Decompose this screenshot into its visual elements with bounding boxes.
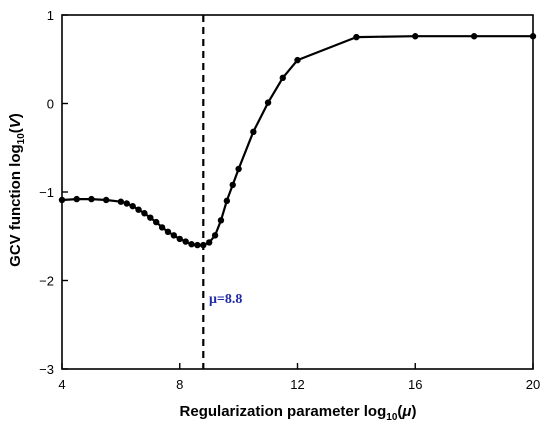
y-tick-label: 1: [47, 8, 54, 23]
data-point: [123, 200, 130, 207]
data-point: [250, 128, 257, 136]
x-axis-title: Regularization parameter log10(μ): [180, 403, 417, 423]
data-point: [102, 196, 110, 204]
x-tick-label: 8: [176, 377, 183, 392]
y-axis-title: GCV function log10(V): [7, 113, 27, 267]
data-point: [117, 198, 125, 205]
data-point: [470, 33, 478, 40]
data-point: [235, 165, 242, 173]
x-tick-label: 20: [526, 377, 540, 392]
data-point: [200, 241, 207, 249]
y-tick-label: −1: [39, 185, 54, 200]
y-tick-label: 0: [47, 97, 54, 112]
y-tick-label: −3: [39, 362, 54, 377]
data-point: [223, 197, 231, 205]
data-point: [176, 235, 183, 243]
data-point: [158, 224, 166, 231]
data-point: [58, 196, 66, 204]
x-tick-label: 12: [290, 377, 304, 392]
x-tick-label: 4: [58, 377, 65, 392]
plot-area: [58, 14, 537, 370]
data-point: [182, 238, 189, 245]
mu-annotation: μ=8.8: [209, 292, 242, 307]
data-point: [205, 239, 213, 246]
data-point: [194, 241, 201, 249]
y-axis: −3 −2 −1 0 1: [39, 8, 68, 377]
data-point: [211, 232, 219, 239]
y-tick-label: −2: [39, 274, 54, 289]
data-point: [529, 33, 537, 40]
data-point: [294, 56, 301, 64]
data-point: [188, 241, 195, 248]
data-point: [170, 232, 178, 239]
data-point: [129, 202, 136, 210]
x-axis: 4 8 12 16 20: [58, 363, 540, 392]
data-point: [279, 74, 286, 82]
plot-frame: [61, 14, 534, 370]
gcv-line: [61, 35, 533, 247]
data-point: [141, 210, 148, 217]
data-point: [88, 195, 95, 203]
data-point: [217, 217, 225, 224]
data-point: [353, 33, 360, 41]
data-point: [164, 228, 172, 236]
data-point: [147, 214, 154, 221]
data-point: [264, 99, 272, 106]
data-point: [229, 181, 236, 189]
data-point: [412, 33, 419, 40]
data-point: [135, 206, 142, 213]
data-point: [153, 218, 160, 226]
x-tick-label: 16: [408, 377, 422, 392]
data-point: [73, 195, 80, 203]
